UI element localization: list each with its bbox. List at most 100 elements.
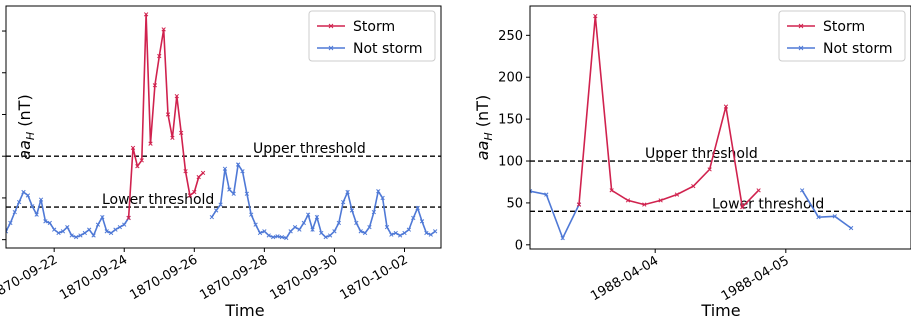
data-point-not-storm bbox=[336, 220, 341, 226]
data-point-not-storm bbox=[52, 227, 57, 232]
data-point-not-storm bbox=[100, 214, 105, 220]
data-point-not-storm bbox=[209, 214, 214, 220]
data-point-storm bbox=[126, 215, 131, 221]
data-point-not-storm bbox=[428, 232, 433, 237]
y-axis-label: aaH (nT) bbox=[15, 94, 37, 159]
data-point-not-storm bbox=[362, 230, 368, 236]
data-point-not-storm bbox=[389, 232, 394, 237]
data-point-not-storm bbox=[301, 220, 306, 226]
x-tick-label: 1988-04-05 bbox=[719, 253, 792, 304]
data-point-not-storm bbox=[69, 233, 74, 238]
y-tick-label: 50 bbox=[506, 196, 523, 211]
data-point-not-storm bbox=[380, 195, 385, 201]
data-point-not-storm bbox=[214, 208, 219, 213]
data-point-storm bbox=[707, 167, 712, 172]
legend-label-not-storm: Not storm bbox=[823, 41, 892, 57]
data-point-not-storm bbox=[402, 230, 407, 236]
x-tick-label: 1870-09-26 bbox=[127, 252, 200, 303]
data-point-not-storm bbox=[332, 229, 337, 234]
data-point-storm bbox=[179, 130, 184, 135]
data-point-not-storm bbox=[60, 229, 66, 234]
data-point-storm bbox=[174, 93, 179, 99]
y-tick-label: 250 bbox=[498, 29, 523, 44]
data-point-not-storm bbox=[78, 233, 83, 238]
data-point-not-storm bbox=[65, 224, 70, 230]
data-point-not-storm bbox=[30, 204, 35, 209]
data-point-not-storm bbox=[56, 230, 61, 236]
data-point-not-storm bbox=[95, 222, 101, 227]
legend-marker-storm bbox=[798, 23, 804, 29]
data-point-not-storm bbox=[47, 220, 52, 226]
data-point-not-storm bbox=[38, 197, 44, 202]
series-line-storm bbox=[578, 16, 760, 209]
data-point-storm bbox=[674, 192, 680, 197]
data-point-not-storm bbox=[8, 220, 13, 226]
data-point-not-storm bbox=[327, 233, 333, 238]
data-point-not-storm bbox=[253, 222, 258, 227]
y-tick-label: 150 bbox=[498, 113, 523, 128]
chart-2: Upper threshold Lower threshold 0 50 100 150 2… bbox=[473, 5, 911, 320]
data-point-storm bbox=[691, 184, 696, 189]
series-line-not-storm bbox=[801, 189, 852, 229]
data-point-not-storm bbox=[816, 215, 821, 220]
data-point-not-storm bbox=[222, 166, 228, 171]
data-point-storm bbox=[161, 27, 166, 32]
data-point-storm bbox=[143, 12, 149, 17]
data-point-not-storm bbox=[6, 229, 9, 234]
data-point-storm bbox=[196, 174, 201, 180]
series-line-not-storm bbox=[211, 162, 436, 239]
data-point-storm bbox=[593, 13, 598, 19]
data-point-not-storm bbox=[288, 229, 293, 234]
data-point-storm bbox=[157, 53, 162, 59]
y-tick-label: 200 bbox=[498, 71, 523, 86]
legend: Storm Not storm bbox=[308, 10, 436, 62]
data-point-storm bbox=[200, 170, 206, 176]
data-point-not-storm bbox=[341, 199, 346, 205]
data-point-not-storm bbox=[319, 230, 324, 236]
data-point-not-storm bbox=[530, 189, 533, 194]
threshold-label-upper: Upper threshold bbox=[645, 146, 758, 162]
data-point-not-storm bbox=[411, 215, 416, 221]
legend-label-storm: Storm bbox=[823, 19, 865, 35]
data-point-not-storm bbox=[306, 212, 311, 217]
series-line-not-storm bbox=[530, 190, 580, 241]
data-point-storm bbox=[723, 104, 729, 109]
data-point-not-storm bbox=[108, 230, 114, 236]
data-point-not-storm bbox=[34, 212, 39, 217]
legend: Storm Not storm bbox=[778, 10, 906, 62]
data-point-not-storm bbox=[117, 224, 123, 230]
data-point-not-storm bbox=[257, 230, 263, 236]
data-point-not-storm bbox=[270, 234, 276, 240]
data-point-storm bbox=[192, 189, 197, 195]
data-point-not-storm bbox=[406, 227, 412, 232]
data-point-not-storm bbox=[354, 220, 359, 226]
legend-label-storm: Storm bbox=[353, 19, 395, 35]
legend-marker-not-storm bbox=[798, 45, 804, 51]
data-point-not-storm bbox=[832, 214, 837, 219]
data-point-storm bbox=[165, 112, 171, 117]
data-point-storm bbox=[135, 164, 140, 169]
x-tick-label: 1870-09-24 bbox=[57, 252, 130, 303]
data-point-not-storm bbox=[25, 193, 31, 198]
x-tick-label: 1870-09-30 bbox=[268, 252, 341, 303]
data-point-not-storm bbox=[323, 234, 328, 240]
data-point-storm bbox=[740, 204, 745, 210]
data-point-not-storm bbox=[799, 188, 805, 193]
data-point-not-storm bbox=[358, 229, 363, 234]
legend-label-not-storm: Not storm bbox=[353, 41, 422, 57]
data-point-storm bbox=[139, 158, 144, 163]
data-point-not-storm bbox=[235, 162, 241, 167]
data-point-storm bbox=[148, 141, 153, 146]
data-point-not-storm bbox=[275, 234, 280, 239]
data-point-storm bbox=[187, 193, 193, 198]
x-axis-label: Time bbox=[700, 301, 740, 320]
data-point-not-storm bbox=[560, 235, 565, 241]
data-point-not-storm bbox=[393, 230, 398, 236]
x-tick-label: 1870-09-22 bbox=[0, 252, 60, 303]
data-point-not-storm bbox=[433, 229, 438, 234]
data-point-storm bbox=[642, 202, 647, 207]
data-point-not-storm bbox=[266, 233, 271, 238]
data-point-storm bbox=[625, 198, 631, 203]
